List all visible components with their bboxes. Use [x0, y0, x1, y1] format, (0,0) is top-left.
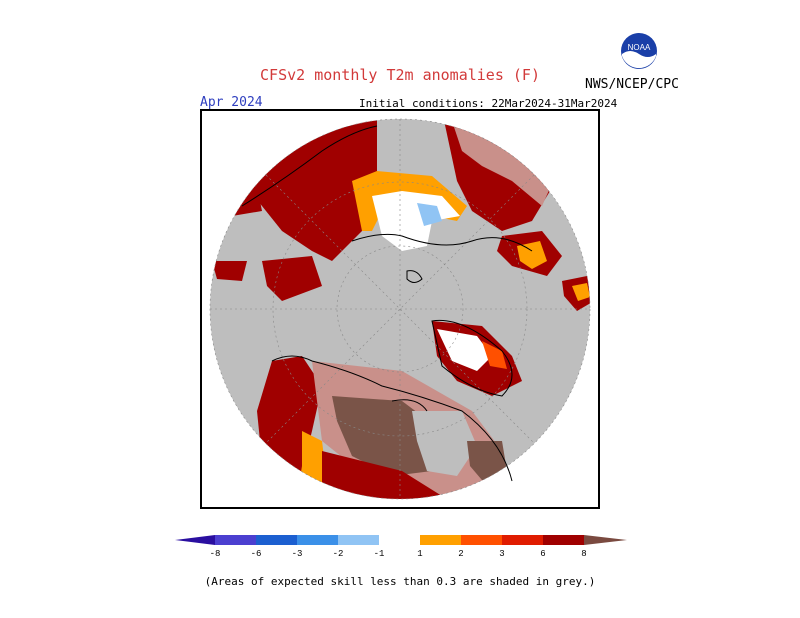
colorbar-swatch--1-1 [379, 535, 420, 545]
polar-map [202, 111, 598, 507]
colorbar-swatch--8--6 [215, 535, 256, 545]
colorbar-swatch--6--3 [256, 535, 297, 545]
forecast-month: Apr 2024 [200, 95, 263, 110]
colorbar-label: 3 [499, 549, 504, 559]
anomaly-region-siberia-white [372, 191, 460, 251]
colorbar-label: 8 [581, 549, 586, 559]
graticule [209, 118, 591, 500]
initial-conditions: Initial conditions: 22Mar2024-31Mar2024 [359, 97, 618, 110]
svg-text:NOAA: NOAA [628, 43, 651, 52]
colorbar-swatch-1-2 [420, 535, 461, 545]
anomaly-region-hudson-grey [412, 411, 477, 476]
anomaly-region-cool [417, 203, 442, 226]
colorbar-swatch-2-3 [461, 535, 502, 545]
anomaly-region-greenland-orange [482, 341, 507, 369]
colorbar-label: -8 [210, 549, 221, 559]
map-panel [200, 109, 600, 509]
colorbar-label: 2 [458, 549, 463, 559]
colorbar-swatch--3--2 [297, 535, 338, 545]
colorbar: -8 -6 -3 -2 -1 1 2 3 6 8 [175, 535, 627, 559]
colorbar-label: -6 [251, 549, 262, 559]
anomaly-region-east-asia-orange [517, 241, 547, 269]
colorbar-label: -2 [333, 549, 344, 559]
skill-footnote: (Areas of expected skill less than 0.3 a… [204, 575, 596, 588]
anomaly-region-europe [242, 119, 377, 261]
colorbar-swatch-6-8 [543, 535, 584, 545]
colorbar-swatch-3-6 [502, 535, 543, 545]
colorbar-swatch-gt8 [584, 535, 627, 545]
colorbar-label: 1 [417, 549, 422, 559]
anomaly-region-greenland-white [437, 329, 492, 371]
colorbar-label: -1 [374, 549, 385, 559]
noaa-logo: NOAA [621, 33, 657, 69]
colorbar-label: 6 [540, 549, 545, 559]
coastlines [241, 125, 533, 482]
anomaly-region-med [262, 256, 322, 301]
anomaly-region-iberia [212, 261, 247, 281]
chart-title: CFSv2 monthly T2m anomalies (F) [260, 66, 540, 84]
colorbar-label: -3 [292, 549, 303, 559]
colorbar-swatch-lt-8 [175, 535, 215, 545]
anomaly-region-japan-orange [572, 283, 590, 301]
org-label: NWS/NCEP/CPC [585, 77, 679, 92]
colorbar-swatch--2--1 [338, 535, 379, 545]
